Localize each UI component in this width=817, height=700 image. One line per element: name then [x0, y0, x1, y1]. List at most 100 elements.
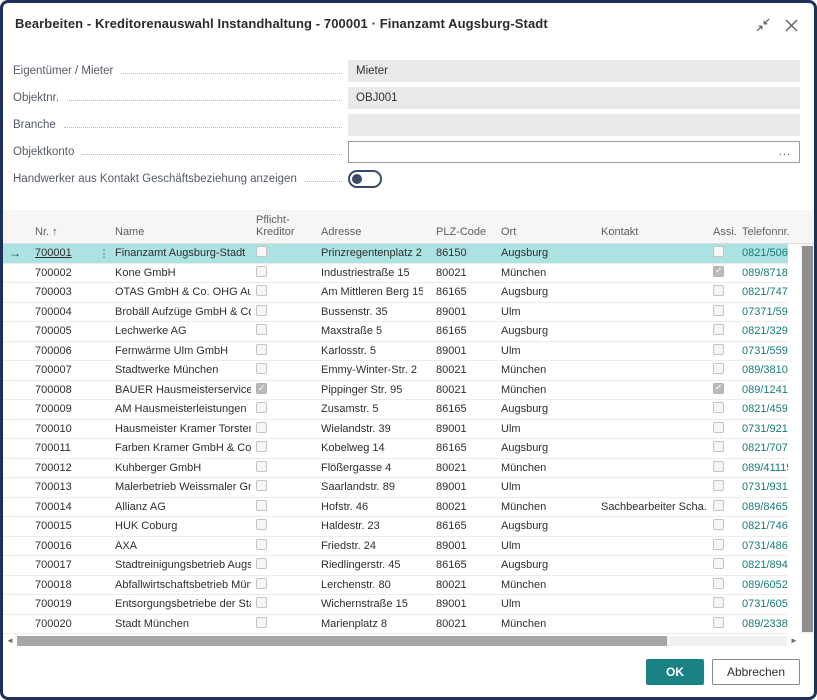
cell-telefonnr[interactable]: 0731/9315485	[742, 481, 788, 494]
pflicht-kreditor-checkbox[interactable]	[256, 499, 267, 511]
column-header-name[interactable]: Name	[115, 226, 145, 238]
column-header-kontakt[interactable]: Kontakt	[601, 226, 639, 238]
pflicht-kreditor-checkbox[interactable]	[256, 324, 267, 336]
cell-nr[interactable]: 700012	[35, 461, 72, 474]
table-row[interactable]: 700014 Allianz AG Hofstr. 46 80021 Münch…	[3, 497, 788, 517]
table-row[interactable]: 700011 Farben Kramer GmbH & Co. KG Kobel…	[3, 439, 788, 459]
cell-nr[interactable]: 700005	[35, 325, 72, 338]
assi-checkbox[interactable]	[713, 519, 724, 531]
cell-telefonnr[interactable]: 089/411155-2	[742, 461, 788, 474]
table-row[interactable]: 700002 Kone GmbH Industriestraße 15 8002…	[3, 263, 788, 283]
horizontal-scrollbar-thumb[interactable]	[17, 635, 667, 646]
assi-checkbox[interactable]	[713, 577, 724, 589]
pflicht-kreditor-checkbox[interactable]	[256, 519, 267, 531]
table-row[interactable]: 700004 Brobäll Aufzüge GmbH & Co. KG Bus…	[3, 302, 788, 322]
vertical-scrollbar-thumb[interactable]	[802, 246, 813, 632]
assi-checkbox[interactable]	[713, 285, 724, 297]
cell-nr[interactable]: 700013	[35, 481, 72, 494]
table-row[interactable]: 700007 Stadtwerke München Emmy-Winter-St…	[3, 361, 788, 381]
pflicht-kreditor-checkbox[interactable]	[256, 265, 267, 277]
cell-nr[interactable]: 700016	[35, 539, 72, 552]
assi-checkbox[interactable]	[713, 499, 724, 511]
cell-telefonnr[interactable]: 0731/605805	[742, 598, 788, 611]
cell-telefonnr[interactable]: 07371/598659	[742, 305, 788, 318]
close-icon[interactable]	[782, 16, 800, 34]
cell-nr[interactable]: 700002	[35, 266, 72, 279]
table-row[interactable]: 700006 Fernwärme Ulm GmbH Karlosstr. 5 8…	[3, 341, 788, 361]
pflicht-kreditor-checkbox[interactable]	[256, 616, 267, 628]
column-header-assi[interactable]: Assi...	[713, 226, 738, 238]
assi-checkbox[interactable]	[713, 265, 724, 277]
pflicht-kreditor-checkbox[interactable]	[256, 558, 267, 570]
column-header-plz-code[interactable]: PLZ-Code	[436, 226, 487, 238]
assi-checkbox[interactable]	[713, 616, 724, 628]
pflicht-kreditor-checkbox[interactable]	[256, 460, 267, 472]
cell-nr[interactable]: 700003	[35, 286, 72, 299]
cell-nr[interactable]: 700017	[35, 559, 72, 572]
cell-telefonnr[interactable]: 0821/707355	[742, 442, 788, 455]
table-row[interactable]: 700012 Kuhberger GmbH Flößergasse 4 8002…	[3, 458, 788, 478]
cell-telefonnr[interactable]: 0821/50601	[742, 247, 788, 260]
table-row[interactable]: → 700001 ⋮ Finanzamt Augsburg-Stadt Prin…	[3, 244, 788, 264]
table-row[interactable]: 700017 Stadtreinigungsbetrieb Augsbu... …	[3, 556, 788, 576]
cell-nr[interactable]: 700018	[35, 578, 72, 591]
vertical-scrollbar[interactable]	[801, 244, 814, 634]
assi-checkbox[interactable]	[713, 538, 724, 550]
cell-telefonnr[interactable]: 0731/4865132	[742, 539, 788, 552]
pflicht-kreditor-checkbox[interactable]	[256, 382, 267, 394]
column-header-ort[interactable]: Ort	[501, 226, 517, 238]
cell-nr[interactable]: 700010	[35, 422, 72, 435]
pflicht-kreditor-checkbox[interactable]	[256, 363, 267, 375]
horizontal-scrollbar-track[interactable]	[17, 635, 787, 646]
handwerker-toggle[interactable]	[348, 169, 382, 188]
assi-checkbox[interactable]	[713, 324, 724, 336]
assi-checkbox[interactable]	[713, 597, 724, 609]
assi-checkbox[interactable]	[713, 460, 724, 472]
cell-nr[interactable]: 700014	[35, 500, 72, 513]
cell-telefonnr[interactable]: 089/871860	[742, 266, 788, 279]
pflicht-kreditor-checkbox[interactable]	[256, 304, 267, 316]
cell-nr[interactable]: 700008	[35, 383, 72, 396]
assi-checkbox[interactable]	[713, 402, 724, 414]
cell-nr[interactable]: 700019	[35, 598, 72, 611]
cell-telefonnr[interactable]: 0821/8946513	[742, 559, 788, 572]
pflicht-kreditor-checkbox[interactable]	[256, 285, 267, 297]
column-header-nr[interactable]: Nr. ↑	[35, 226, 58, 238]
table-row[interactable]: 700008 BAUER Hausmeisterservice Pippinge…	[3, 380, 788, 400]
cell-nr[interactable]: 700001	[35, 247, 72, 260]
assi-checkbox[interactable]	[713, 246, 724, 258]
table-row[interactable]: 700003 OTAS GmbH & Co. OHG Aufzü... Am M…	[3, 283, 788, 303]
pflicht-kreditor-checkbox[interactable]	[256, 343, 267, 355]
cell-telefonnr[interactable]: 0821/329-0	[742, 325, 788, 338]
lookup-ellipsis-icon[interactable]: ...	[778, 145, 791, 158]
assi-checkbox[interactable]	[713, 304, 724, 316]
cell-nr[interactable]: 700004	[35, 305, 72, 318]
table-row[interactable]: 700013 Malerbetrieb Weissmaler GmbH Saar…	[3, 478, 788, 498]
hscroll-left-arrow-icon[interactable]: ◄	[6, 636, 14, 645]
cell-telefonnr[interactable]: 0731/55965	[742, 344, 788, 357]
collapse-dialog-icon[interactable]	[754, 16, 772, 34]
table-row[interactable]: 700015 HUK Coburg Haldestr. 23 86165 Aug…	[3, 517, 788, 537]
pflicht-kreditor-checkbox[interactable]	[256, 480, 267, 492]
ok-button[interactable]: OK	[645, 659, 704, 685]
assi-checkbox[interactable]	[713, 382, 724, 394]
column-header-pflicht-kreditor[interactable]: Pflicht-Kreditor	[256, 214, 295, 238]
cell-nr[interactable]: 700011	[35, 442, 71, 455]
table-row[interactable]: 700005 Lechwerke AG Maxstraße 5 86165 Au…	[3, 322, 788, 342]
table-row[interactable]: 700018 Abfallwirtschaftsbetrieb Münch...…	[3, 575, 788, 595]
assi-checkbox[interactable]	[713, 363, 724, 375]
assi-checkbox[interactable]	[713, 441, 724, 453]
row-menu-icon[interactable]: ⋮	[98, 247, 110, 260]
cell-telefonnr[interactable]: 089/8465132	[742, 500, 788, 513]
assi-checkbox[interactable]	[713, 558, 724, 570]
table-row[interactable]: 700020 Stadt München Marienplatz 8 80021…	[3, 614, 788, 634]
cell-telefonnr[interactable]: 0821/74799-0	[742, 286, 788, 299]
pflicht-kreditor-checkbox[interactable]	[256, 577, 267, 589]
cell-nr[interactable]: 700015	[35, 520, 72, 533]
table-row[interactable]: 700016 AXA Friedstr. 24 89001 Ulm 0731/4…	[3, 536, 788, 556]
cell-telefonnr[interactable]: 089/233849	[742, 617, 788, 630]
pflicht-kreditor-checkbox[interactable]	[256, 402, 267, 414]
cell-nr[interactable]: 700020	[35, 617, 72, 630]
cell-telefonnr[interactable]: 089/6052041	[742, 578, 788, 591]
assi-checkbox[interactable]	[713, 421, 724, 433]
